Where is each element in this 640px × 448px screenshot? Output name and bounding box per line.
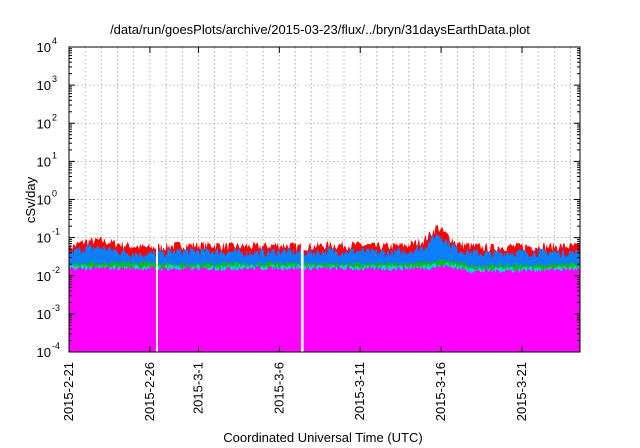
grid [69,47,580,352]
x-tick-label: 2015-3-6 [271,362,286,414]
low-spike [324,275,327,330]
low-spike [151,275,154,352]
y-tick-exponent: 4 [52,36,57,46]
x-tick-label: 2015-3-1 [190,362,205,414]
y-tick-label: 10 [37,345,51,360]
low-spike [318,275,321,352]
chart-title: /data/run/goesPlots/archive/2015-03-23/f… [110,22,530,37]
low-spike [175,275,179,352]
low-spike [254,275,257,330]
x-axis-label: Coordinated Universal Time (UTC) [223,430,422,445]
y-axis-label: cSv/day [23,176,38,223]
y-tick-label: 10 [37,193,51,208]
data-gap [155,47,158,352]
low-spike [276,275,280,352]
y-tick-exponent: -4 [52,341,60,351]
plot-border [68,46,581,353]
y-tick-exponent: -2 [52,265,60,275]
y-tick-exponent: 3 [52,74,57,84]
y-tick-exponent: 0 [52,189,57,199]
y-tick-exponent: 1 [52,150,57,160]
x-tick-labels: 2015-2-21 2015-2-26 2015-3-1 2015-3-6 2015-3… [61,362,529,421]
low-spike [502,275,505,352]
low-spike [392,275,396,352]
x-tick-label: 2015-2-26 [142,362,157,421]
low-spike [271,275,274,352]
x-tick-label: 2015-3-16 [433,362,448,421]
plot-area [69,47,580,352]
low-spike [297,275,300,352]
y-tick-label: 10 [37,40,51,55]
y-tick-exponent: 2 [52,112,57,122]
y-tick-label: 10 [37,307,51,322]
low-spike [160,275,163,352]
y-tick-label: 10 [37,116,51,131]
low-spike [351,275,354,330]
y-tick-label: 10 [37,269,51,284]
y-tick-label: 10 [37,78,51,93]
y-tick-label: 10 [37,231,51,246]
x-tick-label: 2015-3-11 [352,362,367,420]
x-tick-label: 2015-3-21 [514,362,529,421]
low-spike [171,275,175,330]
low-spike [221,275,224,330]
x-tick-label: 2015-2-21 [61,362,76,421]
low-spike [314,275,317,352]
low-spike [290,275,293,330]
y-tick-label: 10 [37,154,51,169]
axis-frame [68,46,581,353]
y-tick-exponent: -1 [52,227,60,237]
data-gap [300,47,304,352]
low-spike [378,275,381,330]
y-tick-exponent: -3 [52,303,60,313]
